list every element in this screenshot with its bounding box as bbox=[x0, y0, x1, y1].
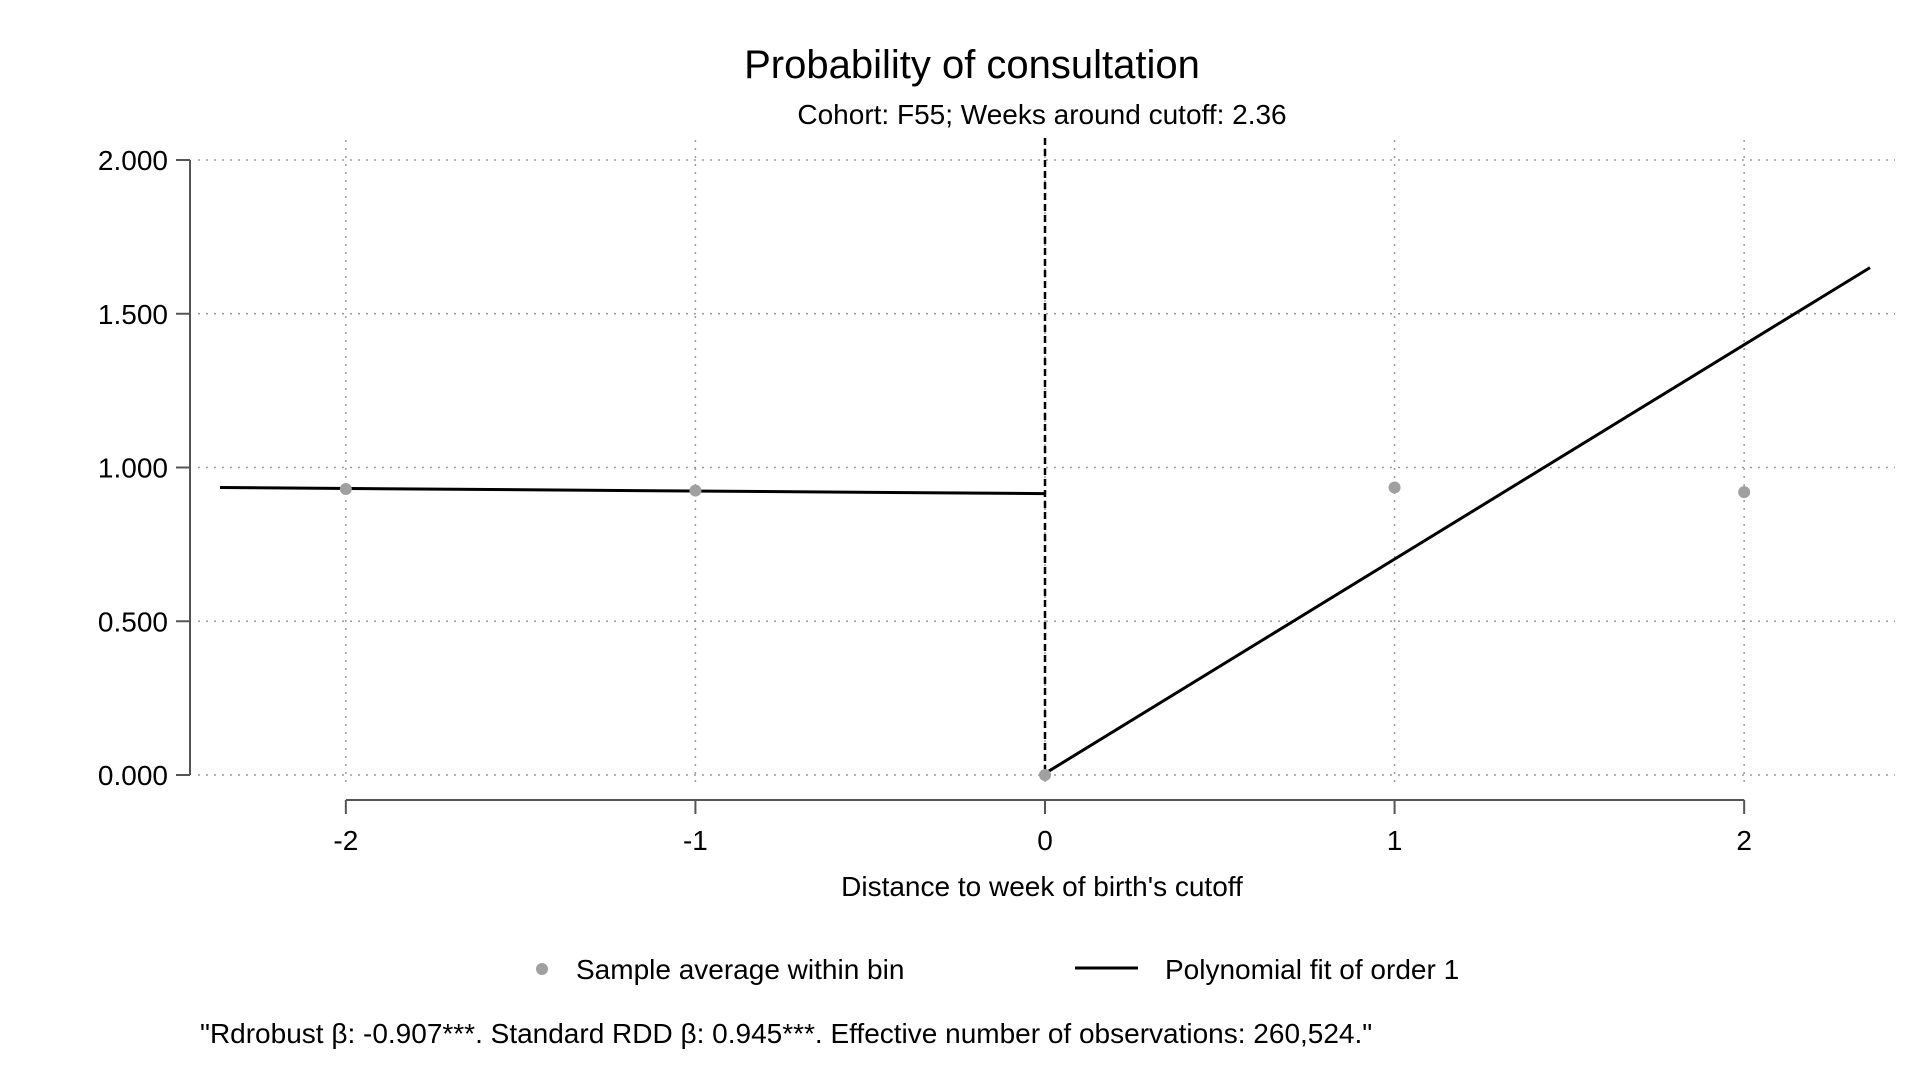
axes bbox=[176, 159, 1746, 814]
fit-line-segment bbox=[219, 485, 1046, 496]
y-tick-label: 0.000 bbox=[98, 760, 168, 791]
y-tick-label: 2.000 bbox=[98, 145, 168, 176]
grid bbox=[198, 140, 1895, 783]
x-tick-label: -2 bbox=[333, 825, 358, 856]
fit-lines bbox=[219, 266, 1871, 775]
x-tick-label: 2 bbox=[1736, 825, 1752, 856]
bin-average-point bbox=[689, 484, 702, 497]
chart-note: "Rdrobust β: -0.907***. Standard RDD β: … bbox=[200, 1018, 1372, 1049]
legend: Sample average within bin Polynomial fit… bbox=[536, 954, 1459, 985]
x-tick-label: 0 bbox=[1037, 825, 1053, 856]
bin-average-point bbox=[1388, 481, 1401, 494]
legend-marker-points bbox=[536, 963, 548, 975]
x-tick-label: -1 bbox=[683, 825, 708, 856]
tick-labels: 0.000 0.500 1.000 1.500 2.000 -2 -1 0 1 2 bbox=[98, 145, 1752, 856]
chart-subtitle: Cohort: F55; Weeks around cutoff: 2.36 bbox=[797, 99, 1286, 130]
x-axis-title: Distance to week of birth's cutoff bbox=[841, 871, 1243, 902]
bin-average-point bbox=[1738, 486, 1751, 499]
bin-average-point bbox=[1039, 769, 1051, 781]
chart-title: Probability of consultation bbox=[744, 43, 1200, 87]
legend-label-points: Sample average within bin bbox=[576, 954, 904, 985]
y-tick-label: 1.000 bbox=[98, 453, 168, 484]
fit-line-segment bbox=[1044, 266, 1871, 775]
y-tick-label: 0.500 bbox=[98, 606, 168, 637]
data-points bbox=[339, 481, 1751, 781]
bin-average-point bbox=[339, 483, 352, 496]
legend-label-line: Polynomial fit of order 1 bbox=[1165, 954, 1459, 985]
y-tick-label: 1.500 bbox=[98, 299, 168, 330]
x-tick-label: 1 bbox=[1387, 825, 1403, 856]
